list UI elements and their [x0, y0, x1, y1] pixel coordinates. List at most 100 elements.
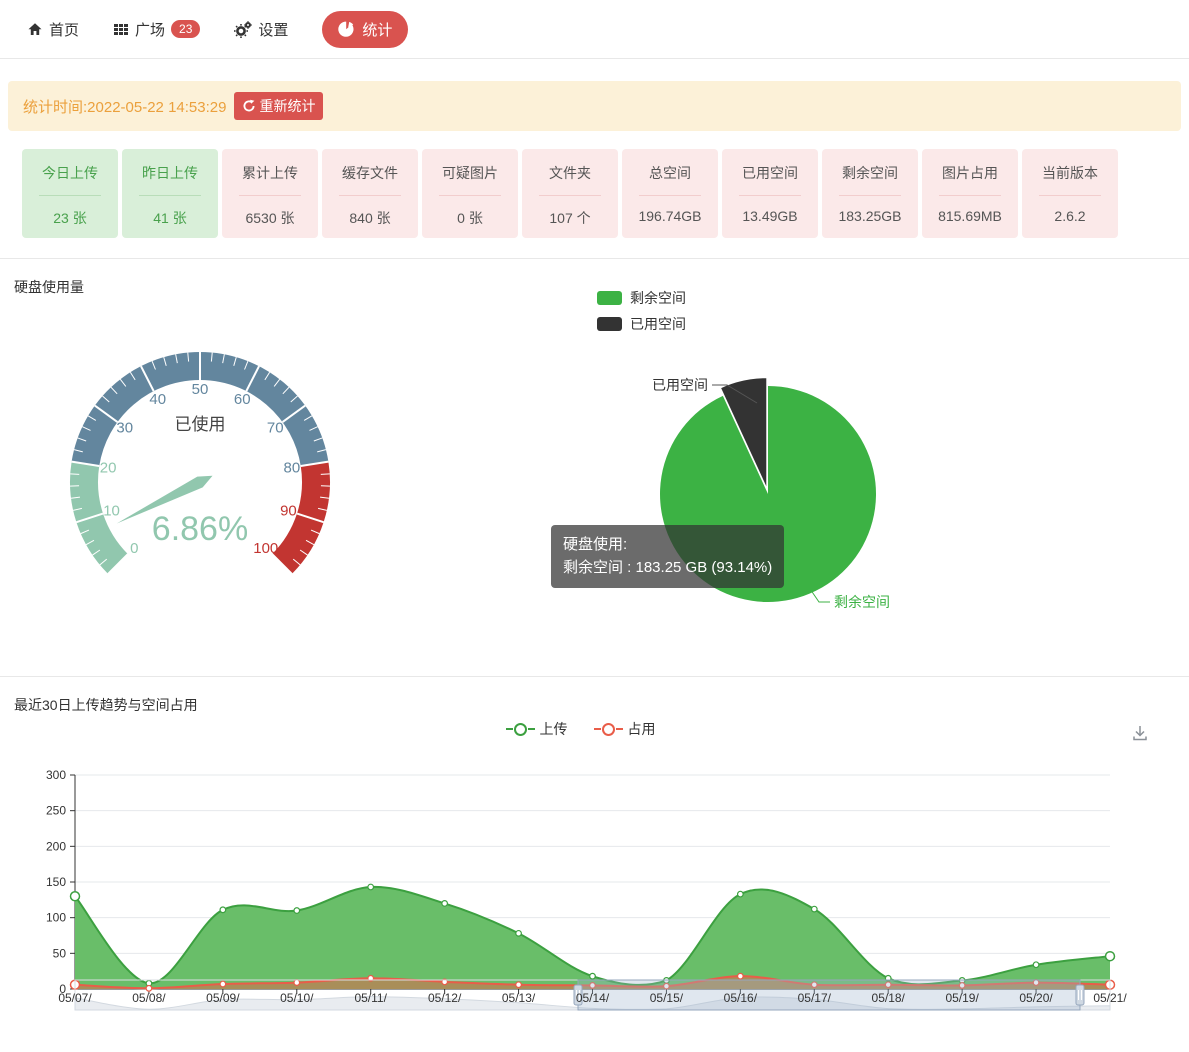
stat-card-value: 13.49GB [722, 208, 818, 224]
stat-card-title: 文件夹 [522, 163, 618, 183]
stat-card-title: 当前版本 [1022, 163, 1118, 183]
data-point[interactable] [590, 973, 596, 979]
gauge-tick-label: 100 [253, 540, 278, 557]
stat-card-title: 图片占用 [922, 163, 1018, 183]
recalculate-button[interactable]: 重新统计 [234, 92, 323, 120]
stat-card-value: 6530 张 [222, 208, 318, 228]
y-axis-label: 250 [46, 804, 66, 818]
plaza-count-badge: 23 [171, 20, 200, 38]
stat-card-current-version: 当前版本 2.6.2 [1022, 149, 1118, 238]
data-point[interactable] [738, 973, 744, 979]
data-point[interactable] [738, 891, 744, 897]
nav-item-plaza[interactable]: 广场 23 [113, 19, 200, 40]
data-point[interactable] [811, 906, 817, 912]
data-point[interactable] [294, 980, 300, 986]
stat-card-title: 总空间 [622, 163, 718, 183]
data-point[interactable] [368, 884, 374, 890]
legend-item-free-space[interactable]: 剩余空间 [597, 285, 686, 311]
x-axis-label: 05/15/ [650, 991, 684, 1005]
legend-swatch [597, 317, 622, 331]
pie-legend: 剩余空间 已用空间 [597, 285, 686, 337]
pie-chart-icon [338, 20, 356, 38]
x-axis-label: 05/13/ [502, 991, 536, 1005]
nav-item-label: 广场 [135, 19, 165, 40]
data-point[interactable] [442, 901, 448, 907]
datazoom-handle-right[interactable] [1076, 985, 1084, 1005]
stat-card-value: 2.6.2 [1022, 208, 1118, 224]
y-axis-label: 150 [46, 875, 66, 889]
stat-card-image-usage: 图片占用 815.69MB [922, 149, 1018, 238]
pie-label-used: 已用空间 [652, 377, 708, 393]
nav-item-home[interactable]: 首页 [27, 19, 79, 40]
legend-swatch [597, 291, 622, 305]
stats-time-label: 统计时间:2022-05-22 14:53:29 [23, 96, 226, 117]
legend-item-uploads[interactable]: 上传 [506, 719, 568, 739]
legend-item-used-space[interactable]: 已用空间 [597, 311, 686, 337]
gauge-title: 已使用 [175, 414, 226, 434]
stat-card-value: 840 张 [322, 208, 418, 228]
data-point[interactable] [220, 907, 226, 913]
gauge-tick-label: 20 [100, 459, 117, 476]
x-axis-label: 05/16/ [724, 991, 758, 1005]
data-point[interactable] [516, 982, 522, 988]
upload-trend-chart[interactable]: 05010015020025030005/07/05/08/05/09/05/1… [0, 745, 1189, 1047]
stat-card-suspicious-images: 可疑图片 0 张 [422, 149, 518, 238]
gauge-tick-label: 0 [130, 540, 138, 557]
stat-card-title: 已用空间 [722, 163, 818, 183]
line-marker-icon [506, 723, 535, 736]
gauge-tick-label: 90 [280, 503, 297, 520]
x-axis-label: 05/08/ [132, 991, 166, 1005]
stat-card-value: 23 张 [22, 208, 118, 228]
stat-card-value: 41 张 [122, 208, 218, 228]
grid-icon [113, 21, 129, 37]
nav-item-label: 设置 [258, 19, 288, 40]
y-axis-label: 200 [46, 839, 66, 853]
stat-card-value: 0 张 [422, 208, 518, 228]
x-axis-label: 05/11/ [354, 991, 387, 1005]
x-axis-label: 05/07/ [58, 991, 92, 1005]
trend-legend: 上传 占用 [0, 719, 1175, 739]
data-point[interactable] [294, 908, 300, 914]
gauge-tick-label: 70 [267, 419, 284, 436]
x-axis-label: 05/12/ [428, 991, 462, 1005]
data-point[interactable] [1033, 962, 1039, 968]
data-point[interactable] [71, 892, 80, 901]
stat-card-value: 196.74GB [622, 208, 718, 224]
legend-label: 已用空间 [630, 314, 686, 334]
x-axis-label: 05/10/ [280, 991, 314, 1005]
gauge-tick-label: 60 [234, 391, 251, 408]
data-point[interactable] [516, 931, 522, 937]
y-axis-label: 100 [46, 911, 66, 925]
gauge-tick-label: 50 [192, 381, 209, 398]
y-axis-label: 300 [46, 768, 66, 782]
legend-item-usage[interactable]: 占用 [594, 719, 656, 739]
y-axis-label: 50 [53, 946, 67, 960]
stat-card-value: 815.69MB [922, 208, 1018, 224]
stat-card-title: 可疑图片 [422, 163, 518, 183]
nav-item-settings[interactable]: 设置 [234, 19, 288, 40]
gauge-tick-label: 10 [103, 503, 120, 520]
x-axis-label: 05/14/ [576, 991, 610, 1005]
nav-item-stats[interactable]: 统计 [322, 11, 408, 48]
legend-label: 上传 [540, 719, 568, 739]
download-chart-icon[interactable] [1130, 723, 1150, 743]
stat-card-used-space: 已用空间 13.49GB [722, 149, 818, 238]
gears-icon [234, 21, 252, 38]
tooltip-value: 剩余空间 : 183.25 GB (93.14%) [563, 556, 772, 579]
legend-label: 剩余空间 [630, 288, 686, 308]
data-point[interactable] [220, 981, 226, 987]
gauge-tick-label: 30 [116, 419, 133, 436]
x-axis-label: 05/20/ [1019, 991, 1053, 1005]
pie-label-free: 剩余空间 [834, 594, 890, 610]
data-point[interactable] [1106, 952, 1115, 961]
x-axis-label: 05/17/ [798, 991, 832, 1005]
x-axis-label: 05/09/ [206, 991, 240, 1005]
gauge-tick-label: 40 [149, 391, 166, 408]
